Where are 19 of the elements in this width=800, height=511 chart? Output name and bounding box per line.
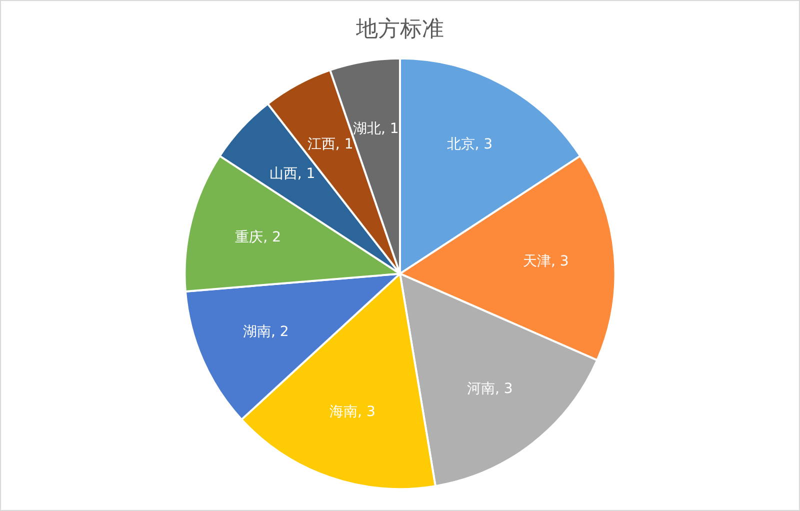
data-label: , 1: [335, 136, 354, 153]
slice-label: 重庆: [235, 229, 264, 246]
data-label: , 2: [271, 324, 289, 340]
slice-label: 海南: [330, 404, 358, 420]
data-label: , 3: [495, 380, 513, 397]
data-label: , 2: [263, 229, 281, 246]
data-label: , 1: [297, 166, 316, 182]
chart-title: 地方标准: [355, 16, 444, 42]
data-label: , 3: [474, 136, 493, 153]
slice-label: 天津: [523, 253, 551, 270]
slice-label: 北京: [446, 136, 475, 153]
data-label: , 1: [381, 120, 399, 137]
slice-label: 山西: [269, 166, 298, 182]
slice-label: 河南: [467, 380, 496, 397]
slice-label: 江西: [307, 136, 336, 153]
slice-label: 湖北: [353, 120, 381, 137]
data-label: , 3: [551, 253, 569, 270]
data-label: , 3: [358, 404, 376, 420]
slice-label: 湖南: [243, 324, 272, 340]
